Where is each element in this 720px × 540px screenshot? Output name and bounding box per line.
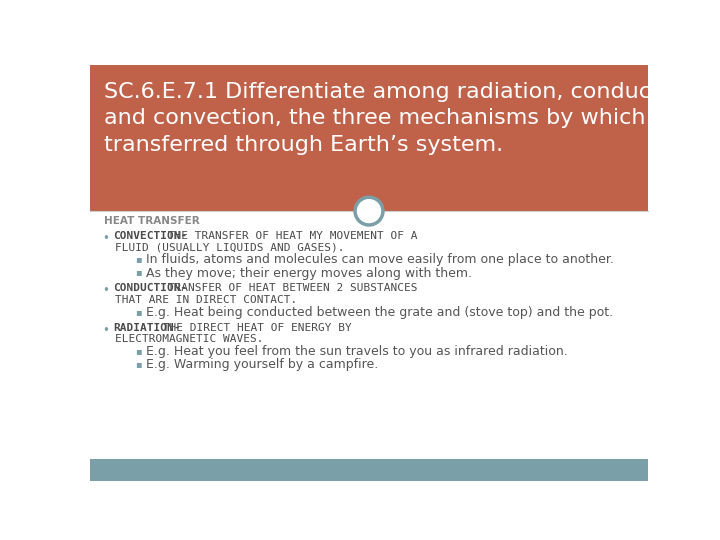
Text: CONDUCTION-: CONDUCTION- xyxy=(113,284,187,293)
Text: THE TRANSFER OF HEAT MY MOVEMENT OF A: THE TRANSFER OF HEAT MY MOVEMENT OF A xyxy=(161,231,417,241)
Text: In fluids, atoms and molecules can move easily from one place to another.: In fluids, atoms and molecules can move … xyxy=(145,253,613,266)
Text: •: • xyxy=(102,284,109,297)
Text: ▪: ▪ xyxy=(135,359,142,369)
Text: E.g. Warming yourself by a campfire.: E.g. Warming yourself by a campfire. xyxy=(145,358,378,371)
Circle shape xyxy=(355,197,383,225)
Text: •: • xyxy=(102,323,109,336)
Text: SC.6.E.7.1 Differentiate among radiation, conduction,
and convection, the three : SC.6.E.7.1 Differentiate among radiation… xyxy=(104,82,720,154)
Text: ▪: ▪ xyxy=(135,307,142,316)
Text: ▪: ▪ xyxy=(135,254,142,264)
Text: THAT ARE IN DIRECT CONTACT.: THAT ARE IN DIRECT CONTACT. xyxy=(114,295,297,305)
Text: TRANSFER OF HEAT BETWEEN 2 SUBSTANCES: TRANSFER OF HEAT BETWEEN 2 SUBSTANCES xyxy=(161,284,417,293)
Text: RADIATION-: RADIATION- xyxy=(113,323,181,333)
Text: E.g. Heat you feel from the sun travels to you as infrared radiation.: E.g. Heat you feel from the sun travels … xyxy=(145,345,567,358)
Text: ▪: ▪ xyxy=(135,346,142,356)
Text: THE DIRECT HEAT OF ENERGY BY: THE DIRECT HEAT OF ENERGY BY xyxy=(156,323,352,333)
FancyBboxPatch shape xyxy=(90,459,648,481)
Text: HEAT TRANSFER: HEAT TRANSFER xyxy=(104,217,199,226)
Text: ▪: ▪ xyxy=(135,267,142,278)
Text: As they move; their energy moves along with them.: As they move; their energy moves along w… xyxy=(145,267,472,280)
Text: CONVECTION-: CONVECTION- xyxy=(113,231,187,241)
FancyBboxPatch shape xyxy=(90,65,648,211)
Text: FLUID (USUALLY LIQUIDS AND GASES).: FLUID (USUALLY LIQUIDS AND GASES). xyxy=(114,242,344,253)
Text: ELECTROMAGNETIC WAVES.: ELECTROMAGNETIC WAVES. xyxy=(114,334,264,345)
Text: E.g. Heat being conducted between the grate and (stove top) and the pot.: E.g. Heat being conducted between the gr… xyxy=(145,306,613,319)
Text: •: • xyxy=(102,232,109,245)
